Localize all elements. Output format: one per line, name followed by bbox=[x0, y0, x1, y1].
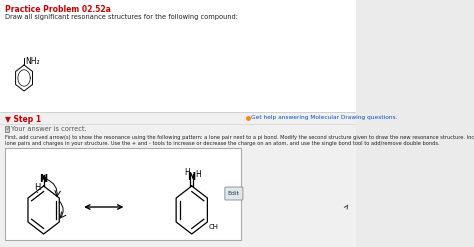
Text: H: H bbox=[35, 183, 41, 192]
Text: NH₂: NH₂ bbox=[25, 57, 39, 66]
FancyBboxPatch shape bbox=[5, 126, 9, 131]
Text: CH: CH bbox=[208, 224, 218, 230]
Text: .: . bbox=[36, 185, 39, 195]
Text: H: H bbox=[195, 170, 201, 179]
Text: H: H bbox=[184, 168, 190, 177]
Text: ✓: ✓ bbox=[5, 126, 10, 131]
Text: N: N bbox=[39, 174, 47, 184]
FancyBboxPatch shape bbox=[0, 0, 356, 112]
Text: N: N bbox=[187, 172, 195, 182]
Text: lone pairs and charges in your structure. Use the + and - tools to increase or d: lone pairs and charges in your structure… bbox=[5, 141, 439, 146]
FancyBboxPatch shape bbox=[0, 112, 356, 247]
Text: Get help answering Molecular Drawing questions.: Get help answering Molecular Drawing que… bbox=[251, 115, 398, 120]
Text: Edit: Edit bbox=[228, 191, 240, 196]
Text: First, add curved arrow(s) to show the resonance using the following pattern: a : First, add curved arrow(s) to show the r… bbox=[5, 135, 474, 140]
Text: Your answer is correct.: Your answer is correct. bbox=[10, 126, 86, 132]
FancyBboxPatch shape bbox=[225, 187, 243, 200]
Text: Practice Problem 02.52a: Practice Problem 02.52a bbox=[5, 5, 110, 14]
Text: ▼ Step 1: ▼ Step 1 bbox=[5, 115, 41, 124]
FancyBboxPatch shape bbox=[5, 148, 241, 240]
Text: Draw all significant resonance structures for the following compound:: Draw all significant resonance structure… bbox=[5, 14, 237, 20]
